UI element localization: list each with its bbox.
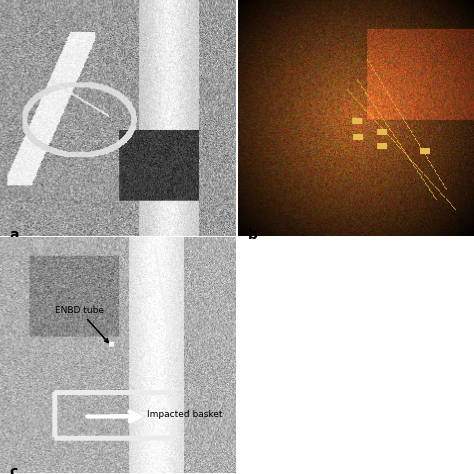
Text: a: a [9,228,19,242]
Text: c: c [9,465,18,474]
Text: b: b [248,228,258,242]
Text: ENBD tube: ENBD tube [55,306,108,342]
Text: Impacted basket: Impacted basket [107,410,223,420]
